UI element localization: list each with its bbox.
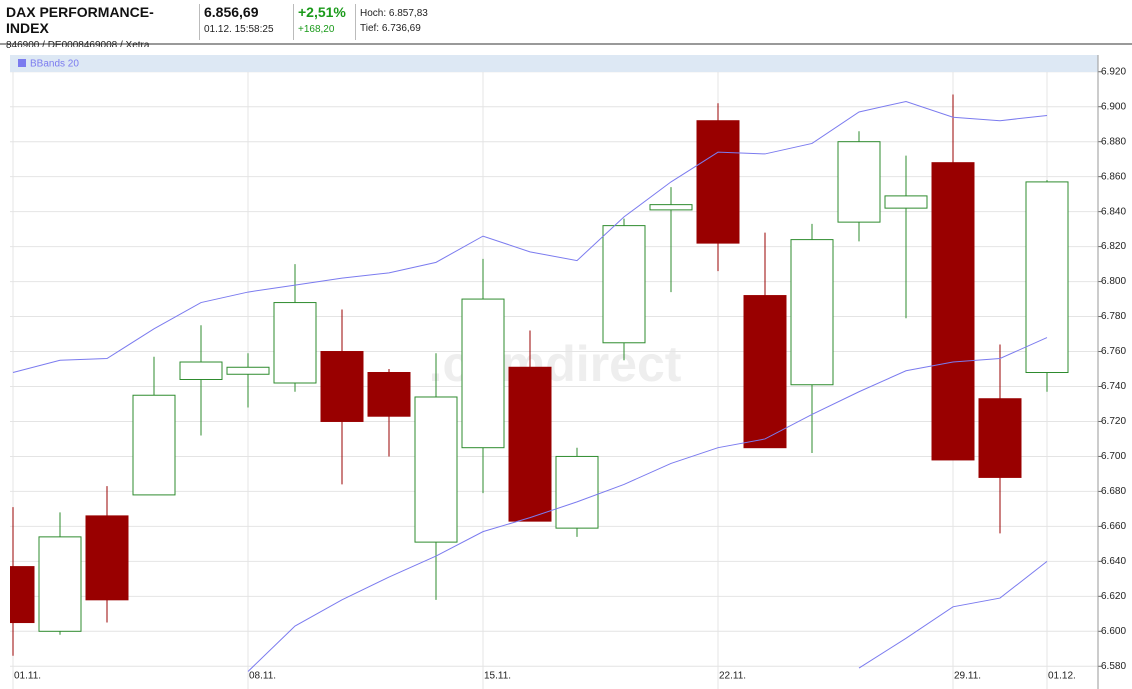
legend-strip bbox=[10, 55, 1098, 72]
x-tick-label: 08.11. bbox=[249, 671, 276, 682]
band-line bbox=[858, 560, 1048, 669]
low: Tief: 6.736,69 bbox=[360, 23, 421, 34]
y-tick-label: 6.780 bbox=[1101, 311, 1126, 322]
change-pct: +2,51% bbox=[298, 4, 346, 20]
y-tick-label: 6.760 bbox=[1101, 346, 1126, 357]
y-tick-label: 6.840 bbox=[1101, 206, 1126, 217]
candle-body bbox=[85, 515, 129, 601]
y-tick-label: 6.920 bbox=[1101, 66, 1126, 77]
legend-label: BBands 20 bbox=[30, 59, 79, 70]
y-tick-label: 6.580 bbox=[1101, 661, 1126, 672]
y-tick-label: 6.900 bbox=[1101, 101, 1126, 112]
y-tick-label: 6.620 bbox=[1101, 591, 1126, 602]
candle-body bbox=[931, 162, 975, 461]
y-tick-label: 6.640 bbox=[1101, 556, 1126, 567]
y-tick-label: 6.680 bbox=[1101, 486, 1126, 497]
y-tick-label: 6.720 bbox=[1101, 416, 1126, 427]
candle-body bbox=[320, 351, 364, 422]
y-tick-label: 6.660 bbox=[1101, 521, 1126, 532]
quote-header: DAX PERFORMANCE-INDEX 846900 / DE0008469… bbox=[0, 0, 1132, 51]
candle-body bbox=[978, 398, 1022, 478]
price: 6.856,69 bbox=[204, 4, 259, 20]
band-line bbox=[12, 100, 1048, 373]
instrument-name: DAX PERFORMANCE-INDEX bbox=[6, 4, 154, 36]
change-abs: +168,20 bbox=[298, 24, 335, 35]
y-tick-label: 6.600 bbox=[1101, 626, 1126, 637]
y-tick-label: 6.860 bbox=[1101, 171, 1126, 182]
candle-body bbox=[1025, 181, 1069, 374]
legend-swatch bbox=[18, 59, 26, 67]
x-tick-label: 22.11. bbox=[719, 671, 746, 682]
x-tick-label: 15.11. bbox=[484, 671, 511, 682]
y-tick-label: 6.800 bbox=[1101, 276, 1126, 287]
instrument-id: 846900 / DE0008469008 / Xetra bbox=[6, 40, 150, 51]
candle-body bbox=[649, 204, 693, 211]
y-tick-label: 6.700 bbox=[1101, 451, 1126, 462]
instrument: DAX PERFORMANCE-INDEX 846900 / DE0008469… bbox=[2, 4, 196, 51]
candle-body bbox=[602, 225, 646, 344]
x-tick-label: 29.11. bbox=[954, 671, 981, 682]
candle-body bbox=[367, 372, 411, 417]
range-cell: Hoch: 6.857,83 Tief: 6.736,69 bbox=[355, 4, 480, 40]
y-tick-label: 6.740 bbox=[1101, 381, 1126, 392]
candle-body bbox=[414, 396, 458, 543]
candle-body bbox=[179, 361, 223, 381]
candle-body bbox=[132, 394, 176, 496]
y-tick-label: 6.880 bbox=[1101, 136, 1126, 147]
candle-body bbox=[884, 195, 928, 209]
y-tick-label: 6.820 bbox=[1101, 241, 1126, 252]
candle-body bbox=[226, 366, 270, 375]
high: Hoch: 6.857,83 bbox=[360, 8, 428, 19]
candle-body bbox=[555, 455, 599, 529]
candle-body bbox=[508, 366, 552, 522]
plot bbox=[10, 72, 1098, 689]
change-cell: +2,51% +168,20 bbox=[293, 4, 354, 40]
candle-body bbox=[273, 302, 317, 384]
candle-body bbox=[790, 239, 834, 386]
band-line bbox=[247, 337, 1048, 672]
candle-body bbox=[696, 120, 740, 244]
candle-body bbox=[837, 141, 881, 223]
candle-body bbox=[38, 536, 82, 632]
candle-body bbox=[461, 298, 505, 449]
candle-body bbox=[10, 566, 35, 624]
timestamp: 01.12. 15:58:25 bbox=[204, 24, 274, 35]
x-tick-label: 01.12. bbox=[1048, 671, 1076, 682]
x-tick-label: 01.11. bbox=[14, 671, 41, 682]
price-cell: 6.856,69 01.12. 15:58:25 bbox=[199, 4, 292, 40]
candle-body bbox=[743, 295, 787, 449]
